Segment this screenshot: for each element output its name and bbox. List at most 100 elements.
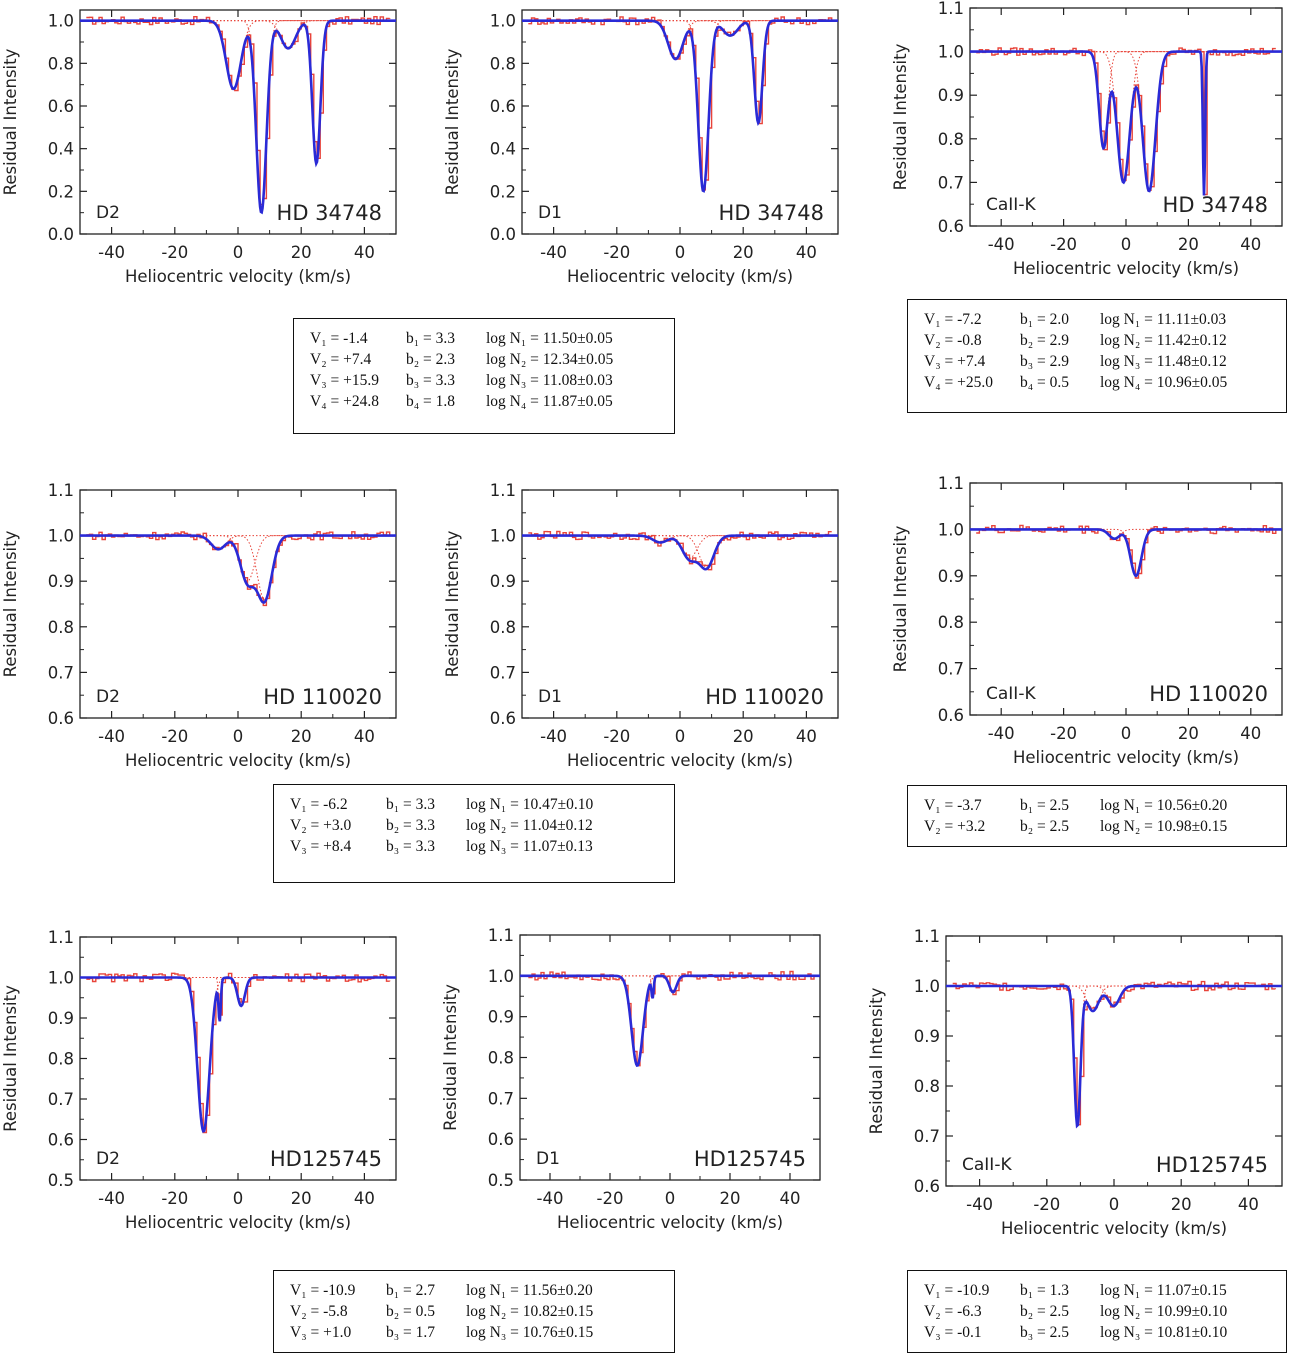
y-axis-label: Residual Intensity [443, 48, 462, 195]
param-box-hd34748-ca: V₁ = -7.2 b₁ = 2.0 log N₁ = 11.11±0.03 V₂ =… [907, 299, 1287, 413]
y-tick-label: 0.9 [938, 567, 964, 586]
x-tick-label: 0 [1121, 724, 1132, 743]
y-tick-label: 0.8 [490, 54, 516, 73]
param-row: V₃ = +15.9 b₃ = 3.3 log N₃ = 11.08±0.03 [310, 370, 613, 391]
y-tick-label: 0.9 [938, 86, 964, 105]
column-density-value: log N₃ = 11.08±0.03 [486, 372, 613, 389]
plot-area [970, 524, 1282, 579]
y-tick-label: 0.2 [48, 182, 74, 201]
chart-d2-hd-110020: 0.6 0.7 0.8 0.9 1.0 1.1 -40 -20 0 20 40Heliocentri… [1, 481, 397, 770]
x-tick-label: 40 [780, 1189, 801, 1208]
column-density-value: log N₂ = 12.34±0.05 [486, 351, 614, 368]
param-row: V₂ = +7.4 b₂ = 2.3 log N₂ = 12.34±0.05 [310, 349, 613, 370]
velocity-value: V₃ = +1.0 [290, 1324, 352, 1341]
x-axis-label: Heliocentric velocity (km/s) [1001, 1219, 1227, 1238]
x-tick-label: -40 [540, 243, 567, 262]
chart-d1-hd125745: 0.5 0.6 0.7 0.8 0.9 1.0 1.1 -40 -20 0 20 40 Heliocen… [441, 926, 821, 1232]
plot-area [520, 970, 820, 1068]
velocity-value: V₂ = -6.3 [924, 1303, 982, 1320]
column-density-value: log N₂ = 11.04±0.12 [466, 817, 593, 834]
observed-spectrum [86, 531, 391, 607]
b-value: b₂ = 2.5 [1020, 818, 1070, 835]
line-label: D1 [538, 687, 562, 707]
line-label: D1 [538, 203, 562, 223]
y-tick-label: 0.6 [938, 217, 964, 236]
plot-area [946, 980, 1282, 1129]
chart-d2-hd-34748: 0.0 0.2 0.4 0.6 0.8 1.0 -40 -20 0 20 40Heliocentri… [1, 9, 397, 286]
column-density-value: log N₃ = 11.48±0.12 [1100, 353, 1227, 370]
star-label: HD 34748 [719, 201, 824, 225]
b-value: b₁ = 3.3 [386, 796, 436, 813]
plot-frame [521, 489, 839, 719]
star-label: HD 110020 [263, 685, 382, 709]
y-tick-label: 0.9 [914, 1027, 940, 1046]
y-axis-label: Residual Intensity [1, 48, 20, 195]
y-tick-label: 0.9 [48, 572, 74, 591]
chart-caii-k-hd-110020: 0.6 0.7 0.8 0.9 1.0 1.1 -40 -20 0 20 40Heliocentri… [891, 474, 1283, 767]
plot-frame [969, 482, 1283, 716]
x-tick-label: 20 [733, 727, 754, 746]
x-tick-label: -40 [988, 724, 1015, 743]
param-row: V₁ = -7.2 b₁ = 2.0 log N₁ = 11.11±0.03 [924, 309, 1227, 330]
x-tick-label: 20 [733, 243, 754, 262]
y-tick-label: 0.0 [490, 225, 516, 244]
observed-spectrum [528, 530, 832, 571]
velocity-value: V₃ = +7.4 [924, 353, 986, 370]
param-box-hd110020-ca: V₁ = -3.7 b₁ = 2.5 log N₁ = 10.56±0.20 V₂ =… [907, 785, 1287, 847]
x-tick-label: 0 [665, 1189, 676, 1208]
plot-area [970, 47, 1282, 196]
x-axis-label: Heliocentric velocity (km/s) [125, 751, 351, 770]
y-axis-label: Residual Intensity [443, 530, 462, 677]
y-tick-label: 0.5 [488, 1171, 514, 1190]
plot-area [80, 531, 396, 607]
y-tick-label: 0.5 [48, 1171, 74, 1190]
x-tick-label: 0 [675, 243, 686, 262]
y-tick-label: 1.0 [938, 520, 964, 539]
component-profile [970, 528, 1282, 540]
b-value: b₂ = 2.3 [406, 351, 456, 368]
x-tick-label: 40 [1240, 235, 1261, 254]
plot-frame [79, 489, 397, 719]
param-row: V₂ = -5.8 b₂ = 0.5 log N₂ = 10.82±0.15 [290, 1301, 593, 1322]
param-row: V₃ = +1.0 b₃ = 1.7 log N₃ = 10.76±0.15 [290, 1322, 593, 1343]
column-density-value: log N₃ = 10.76±0.15 [466, 1324, 594, 1341]
column-density-value: log N₁ = 11.50±0.05 [486, 330, 613, 347]
b-value: b₃ = 3.3 [406, 372, 456, 389]
x-axis-label: Heliocentric velocity (km/s) [1013, 748, 1239, 767]
velocity-value: V₂ = +7.4 [310, 351, 372, 368]
param-row: V₁ = -10.9 b₁ = 1.3 log N₁ = 11.07±0.15 [924, 1280, 1227, 1301]
line-label: D2 [96, 1149, 120, 1169]
x-tick-label: 20 [1178, 724, 1199, 743]
column-density-value: log N₁ = 11.11±0.03 [1100, 311, 1227, 328]
y-tick-label: 0.7 [488, 1089, 514, 1108]
x-tick-label: -40 [98, 1189, 125, 1208]
star-label: HD 110020 [705, 685, 824, 709]
column-density-value: log N₂ = 10.98±0.15 [1100, 818, 1228, 835]
x-tick-label: 40 [1238, 1195, 1259, 1214]
y-tick-label: 1.0 [938, 43, 964, 62]
x-axis-label: Heliocentric velocity (km/s) [125, 267, 351, 286]
y-tick-label: 0.2 [490, 182, 516, 201]
param-row: V₁ = -1.4 b₁ = 3.3 log N₁ = 11.50±0.05 [310, 328, 613, 349]
x-tick-label: 40 [796, 243, 817, 262]
plot-area [80, 16, 396, 215]
component-profile [80, 20, 396, 166]
param-row: V₁ = -10.9 b₁ = 2.7 log N₁ = 11.56±0.20 [290, 1280, 593, 1301]
x-tick-label: 0 [1109, 1195, 1120, 1214]
y-tick-label: 0.7 [490, 663, 516, 682]
b-value: b₁ = 3.3 [406, 330, 456, 347]
chart-caii-k-hd-34748: 0.6 0.7 0.8 0.9 1.0 1.1 -40 -20 0 20 40Heliocentri… [891, 0, 1283, 278]
y-axis-label: Residual Intensity [891, 525, 910, 672]
x-tick-label: -40 [988, 235, 1015, 254]
plot-frame [79, 936, 397, 1181]
x-tick-label: -20 [1033, 1195, 1060, 1214]
x-axis-label: Heliocentric velocity (km/s) [557, 1213, 783, 1232]
x-tick-label: -20 [161, 1189, 188, 1208]
y-tick-label: 0.7 [938, 660, 964, 679]
y-tick-label: 0.8 [938, 130, 964, 149]
b-value: b₃ = 2.9 [1020, 353, 1070, 370]
y-axis-label: Residual Intensity [891, 43, 910, 190]
y-tick-label: 0.6 [490, 97, 516, 116]
y-tick-label: 1.0 [48, 527, 74, 546]
